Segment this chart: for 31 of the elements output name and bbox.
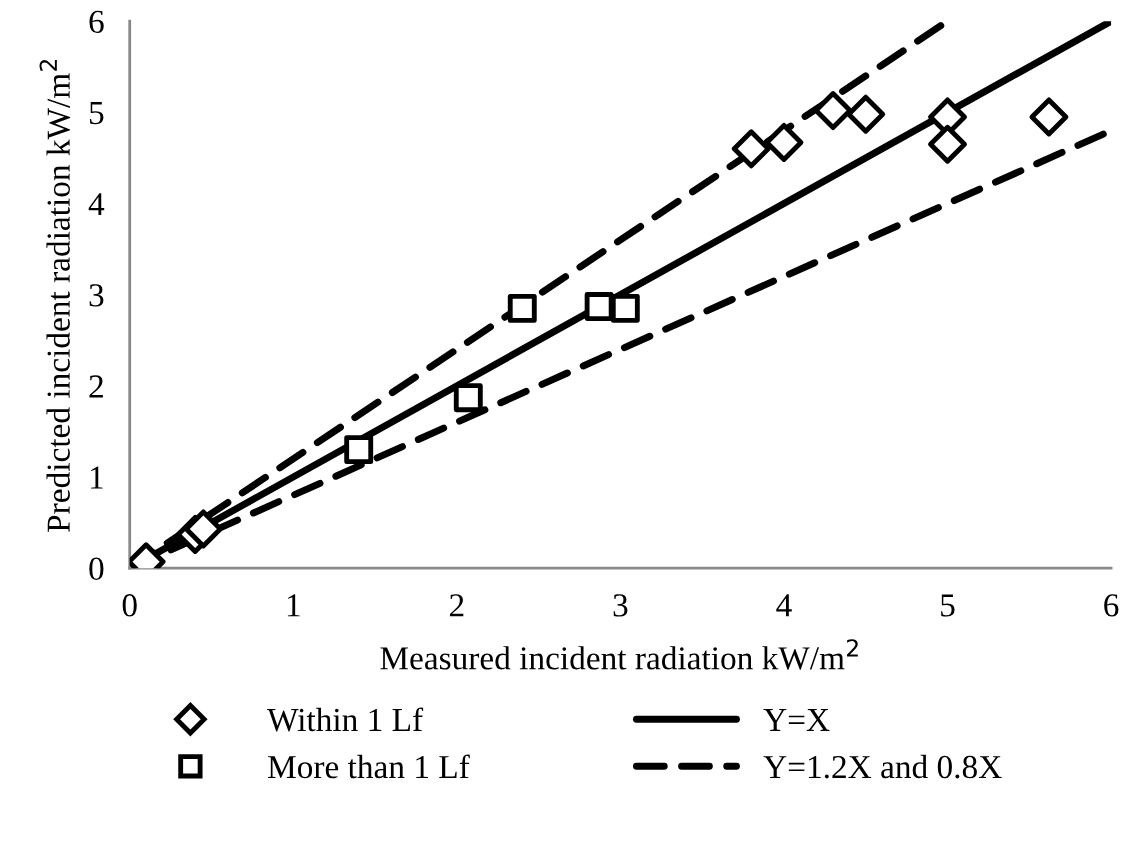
point <box>1029 97 1069 137</box>
x-tick-label: 0 <box>122 594 137 617</box>
x-axis-title: Measured incident radiation kW/m$^{2}$ <box>380 639 858 670</box>
y-tick-label: 1 <box>90 466 103 489</box>
y-tick-label: 5 <box>89 102 104 125</box>
x-tick-label: 5 <box>941 594 955 617</box>
point <box>928 124 967 164</box>
point <box>584 292 614 321</box>
legend-label: Y=1.2X and 0.8X <box>763 754 1002 779</box>
point <box>846 94 886 134</box>
x-tick-label: 1 <box>287 594 300 617</box>
legend-label: More than 1 Lf <box>268 754 470 779</box>
x-tick-label: 2 <box>449 594 464 617</box>
y-tick-label: 4 <box>88 193 105 216</box>
y-axis-title: Predicted incident radiation kW/m$^{2}$ <box>39 59 71 532</box>
point <box>731 129 771 169</box>
y-tick-label: 2 <box>89 375 103 398</box>
y-tick-label: 0 <box>89 557 104 581</box>
x-tick-label: 6 <box>1104 594 1119 617</box>
legend-label: Y=X <box>763 709 830 731</box>
point <box>344 435 374 465</box>
y-tick-label: 6 <box>89 10 104 34</box>
point <box>813 91 853 130</box>
point <box>610 293 640 323</box>
legend-label: Within 1 Lf <box>267 707 424 732</box>
point <box>453 383 483 413</box>
y-tick-label: 3 <box>89 284 104 307</box>
x-tick-label: 3 <box>613 594 628 617</box>
point <box>183 509 223 549</box>
point <box>507 293 537 323</box>
x-tick-label: 4 <box>776 594 792 617</box>
